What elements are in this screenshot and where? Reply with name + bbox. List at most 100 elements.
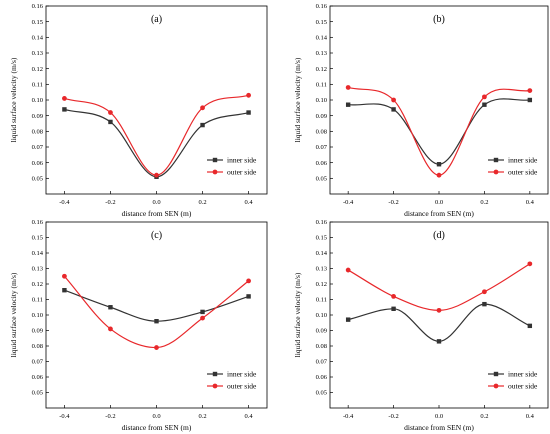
y-tick-label: 0.05 <box>32 176 43 183</box>
y-tick-label: 0.06 <box>316 374 328 381</box>
y-tick-label: 0.14 <box>316 35 328 42</box>
y-tick-label: 0.16 <box>316 219 328 226</box>
x-tick-label: 0.2 <box>480 199 488 206</box>
data-point <box>482 289 487 295</box>
x-tick-label: 0.0 <box>152 413 160 420</box>
legend-label: outer side <box>508 168 538 177</box>
y-tick-label: 0.06 <box>32 160 44 167</box>
y-tick-label: 0.08 <box>32 129 43 136</box>
legend-marker <box>212 371 218 377</box>
panel-d: 0.05 0.06 0.07 0.08 0.09 0.10 0.11 0.12 0.13 0.14… <box>293 219 549 432</box>
panel-title: (a) <box>151 14 162 25</box>
legend-marker <box>493 371 499 377</box>
plot-frame <box>45 5 268 195</box>
y-tick-label: 0.05 <box>316 176 327 183</box>
x-tick-label: 0.4 <box>245 199 254 206</box>
data-point <box>108 305 113 310</box>
legend-label: outer side <box>508 382 538 391</box>
y-tick-label: 0.14 <box>32 250 44 257</box>
data-point <box>527 97 533 103</box>
legend-label: inner side <box>227 370 257 379</box>
x-tick-label: -0.4 <box>343 199 354 206</box>
y-tick-label: 0.10 <box>316 97 327 104</box>
y-tick-label: 0.12 <box>316 66 327 73</box>
x-tick-label: 0.2 <box>198 199 206 206</box>
data-point <box>436 339 442 344</box>
y-tick-label: 0.07 <box>32 359 44 366</box>
data-point <box>482 102 487 107</box>
data-point <box>246 92 251 98</box>
y-tick-label: 0.13 <box>316 266 327 273</box>
series-line-inner-side <box>348 98 530 165</box>
panel-title: (b) <box>433 14 445 25</box>
data-point <box>527 261 533 267</box>
legend-label: outer side <box>227 382 257 391</box>
data-point <box>62 288 67 293</box>
y-tick-label: 0.16 <box>32 219 44 226</box>
y-tick-label: 0.12 <box>316 281 327 288</box>
y-tick-label: 0.06 <box>316 160 328 167</box>
legend-marker <box>212 157 218 163</box>
x-tick-label: 0.2 <box>480 413 488 420</box>
y-tick-label: 0.09 <box>316 328 327 335</box>
y-tick-label: 0.10 <box>32 97 43 104</box>
y-tick-label: 0.15 <box>32 235 43 242</box>
y-tick-label: 0.16 <box>316 3 328 10</box>
panel-a: 0.05 0.06 0.07 0.08 0.09 0.10 0.11 0.12 0.13 0.14… <box>9 3 268 218</box>
y-tick-label: 0.07 <box>316 359 328 366</box>
series-line-outer-side <box>64 94 249 176</box>
y-tick-label: 0.05 <box>32 390 43 397</box>
data-point <box>436 162 442 167</box>
y-tick-label: 0.08 <box>316 129 327 136</box>
y-tick-label: 0.09 <box>32 113 43 120</box>
legend-marker <box>212 383 218 389</box>
legend-label: inner side <box>508 156 538 165</box>
y-tick-label: 0.15 <box>32 19 43 26</box>
y-tick-label: 0.08 <box>316 343 327 350</box>
data-point <box>62 96 67 101</box>
y-tick-label: 0.06 <box>32 374 44 381</box>
y-tick-label: 0.11 <box>316 82 327 89</box>
x-tick-label: -0.2 <box>388 413 398 420</box>
y-tick-label: 0.07 <box>316 144 328 151</box>
y-axis-title: liquid surface velocity (m/s) <box>9 272 18 357</box>
x-tick-label: -0.2 <box>105 413 115 420</box>
x-tick-label: -0.4 <box>59 199 70 206</box>
x-tick-label: -0.4 <box>343 413 354 420</box>
y-tick-label: 0.12 <box>32 281 43 288</box>
x-axis-title: distance from SEN (m) <box>122 423 192 432</box>
panel-title: (d) <box>433 230 445 241</box>
y-tick-label: 0.10 <box>316 312 327 319</box>
y-tick-label: 0.09 <box>32 328 43 335</box>
x-tick-label: 0.0 <box>435 413 443 420</box>
y-tick-label: 0.13 <box>32 266 43 273</box>
legend-label: outer side <box>227 168 257 177</box>
x-tick-label: 0.0 <box>435 199 443 206</box>
y-tick-label: 0.09 <box>316 113 327 120</box>
y-tick-label: 0.05 <box>316 390 327 397</box>
legend-marker <box>212 169 218 175</box>
data-point <box>246 110 251 115</box>
series-line-inner-side <box>64 289 249 322</box>
legend-marker <box>493 169 499 175</box>
y-axis-title: liquid surface velocity (m/s) <box>293 272 302 357</box>
y-tick-label: 0.08 <box>32 343 43 350</box>
x-tick-label: 0.4 <box>526 199 535 206</box>
y-tick-label: 0.07 <box>32 144 44 151</box>
x-tick-label: 0.4 <box>245 413 254 420</box>
y-tick-label: 0.10 <box>32 312 43 319</box>
data-point <box>345 102 351 107</box>
data-point <box>391 107 396 112</box>
y-tick-label: 0.12 <box>32 66 43 73</box>
data-point <box>154 172 159 178</box>
data-point <box>391 294 396 299</box>
data-point <box>200 105 205 111</box>
x-tick-label: -0.2 <box>388 199 398 206</box>
data-point <box>246 278 251 284</box>
data-point <box>436 172 442 178</box>
x-tick-label: 0.4 <box>526 413 535 420</box>
y-tick-label: 0.11 <box>32 297 43 304</box>
y-tick-label: 0.13 <box>316 50 327 57</box>
series-line-inner-side <box>64 108 249 178</box>
